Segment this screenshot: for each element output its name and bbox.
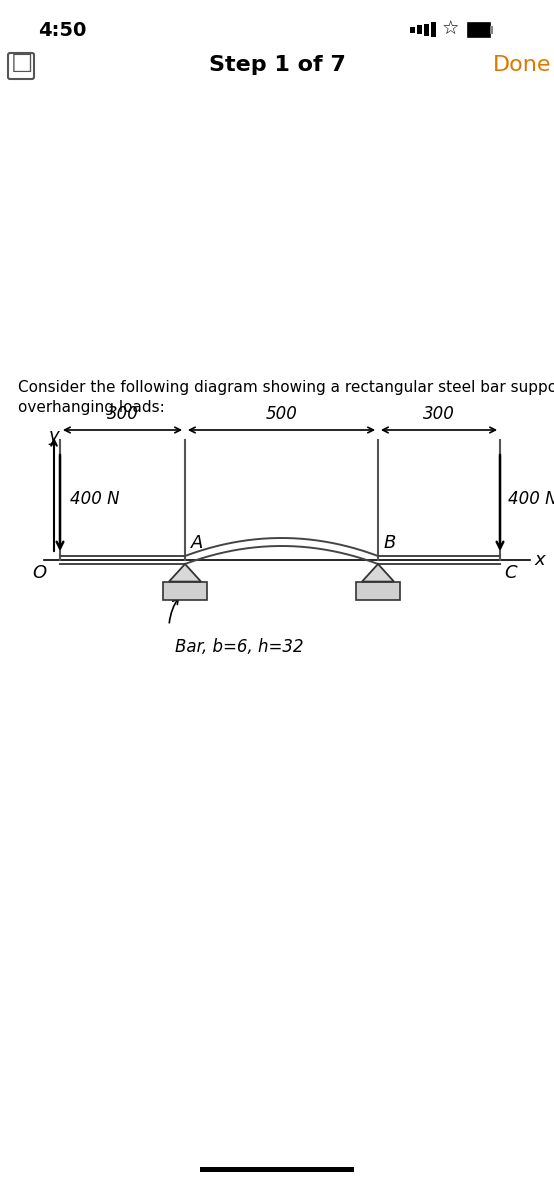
Bar [490,26,493,34]
Bar [356,582,400,600]
Text: ☐: ☐ [11,53,33,77]
Text: 300: 300 [106,404,138,422]
Text: C: C [504,564,517,582]
Text: Done: Done [493,55,551,74]
Bar [163,582,207,600]
Text: overhanging loads:: overhanging loads: [18,400,165,415]
Text: 400 N: 400 N [508,490,554,508]
Polygon shape [362,564,394,582]
Text: 300: 300 [423,404,455,422]
Bar [468,23,490,37]
Text: Bar, b=6, h=32: Bar, b=6, h=32 [175,637,304,655]
Polygon shape [169,564,201,582]
Text: B: B [384,534,396,552]
Bar [410,26,415,32]
Bar [431,22,436,37]
Bar [417,25,422,34]
Text: Consider the following diagram showing a rectangular steel bar supporting two: Consider the following diagram showing a… [18,380,554,395]
Text: 4:50: 4:50 [38,20,86,40]
Text: Step 1 of 7: Step 1 of 7 [208,55,346,74]
Text: A: A [191,534,203,552]
Text: 500: 500 [265,404,297,422]
Text: O: O [32,564,46,582]
Text: x: x [534,551,545,569]
Bar [424,24,429,36]
Text: 400 N: 400 N [70,490,120,508]
Text: ☆: ☆ [441,19,459,38]
Bar [200,1166,354,1172]
Text: y: y [49,427,59,445]
